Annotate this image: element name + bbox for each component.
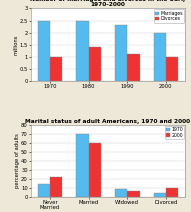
Bar xyxy=(38,21,50,81)
Y-axis label: millions: millions xyxy=(13,35,18,55)
Bar xyxy=(50,177,62,197)
Bar xyxy=(115,189,127,197)
Bar xyxy=(154,33,166,81)
Bar xyxy=(115,25,127,81)
Bar xyxy=(166,57,178,81)
Legend: Marriages, Divorces: Marriages, Divorces xyxy=(154,9,184,23)
Bar xyxy=(127,54,140,81)
Y-axis label: percentage of adults: percentage of adults xyxy=(15,133,20,188)
Bar xyxy=(89,47,101,81)
Bar xyxy=(50,57,62,81)
Bar xyxy=(154,193,166,197)
Bar xyxy=(76,134,89,197)
Legend: 1970, 2000: 1970, 2000 xyxy=(165,126,184,139)
Bar xyxy=(38,184,50,197)
Bar xyxy=(127,191,140,197)
Title: Number of marriages and divorces in the USA,
1970-2000: Number of marriages and divorces in the … xyxy=(30,0,185,7)
Bar xyxy=(166,188,178,197)
Bar xyxy=(76,21,89,81)
Bar xyxy=(89,143,101,197)
Title: Marital status of adult Americans, 1970 and 2000: Marital status of adult Americans, 1970 … xyxy=(25,119,190,124)
